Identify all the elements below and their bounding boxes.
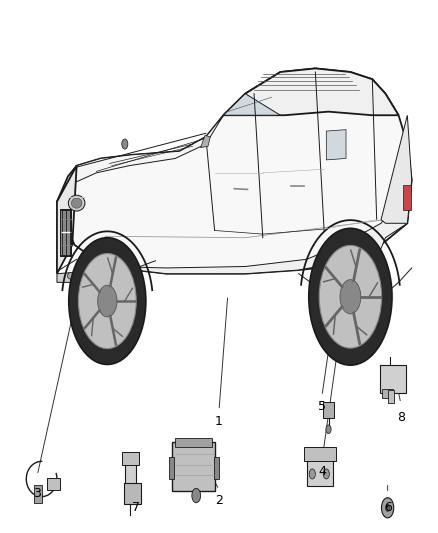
Circle shape [319, 245, 381, 348]
Circle shape [323, 469, 329, 479]
Bar [382, 389, 393, 398]
Bar [214, 457, 219, 479]
Text: 2: 2 [215, 494, 223, 507]
Bar [47, 478, 60, 490]
Circle shape [385, 504, 390, 511]
Circle shape [326, 425, 331, 434]
Bar [323, 402, 334, 418]
Polygon shape [57, 166, 77, 274]
Circle shape [340, 280, 361, 314]
Circle shape [98, 285, 117, 317]
Bar [403, 185, 411, 211]
Circle shape [192, 488, 201, 503]
Polygon shape [105, 180, 412, 274]
Polygon shape [223, 94, 280, 115]
Ellipse shape [68, 195, 85, 211]
Circle shape [309, 469, 315, 479]
Ellipse shape [67, 272, 77, 279]
FancyBboxPatch shape [172, 441, 215, 491]
Bar [122, 451, 139, 465]
Text: 4: 4 [318, 465, 326, 478]
Bar [124, 482, 141, 504]
Bar [175, 438, 212, 447]
Polygon shape [57, 68, 412, 274]
Circle shape [122, 139, 128, 149]
Circle shape [78, 254, 136, 349]
Polygon shape [381, 115, 412, 223]
Polygon shape [326, 130, 346, 160]
Circle shape [309, 228, 392, 365]
Bar [34, 486, 42, 503]
Bar [388, 390, 394, 403]
Text: 7: 7 [132, 502, 140, 514]
Polygon shape [57, 270, 127, 282]
Polygon shape [223, 68, 399, 115]
Text: 3: 3 [33, 487, 41, 500]
Polygon shape [57, 115, 223, 201]
Text: 6: 6 [384, 502, 392, 514]
Bar [125, 457, 136, 486]
Bar [304, 447, 336, 461]
Circle shape [69, 238, 146, 365]
Bar [307, 457, 333, 486]
Text: 8: 8 [397, 411, 405, 424]
Bar [60, 209, 71, 256]
Bar [380, 365, 406, 392]
Bar [169, 457, 174, 479]
Circle shape [381, 498, 394, 518]
Polygon shape [201, 135, 210, 148]
Text: 5: 5 [318, 400, 326, 414]
Ellipse shape [71, 198, 82, 208]
Text: 1: 1 [215, 415, 223, 428]
